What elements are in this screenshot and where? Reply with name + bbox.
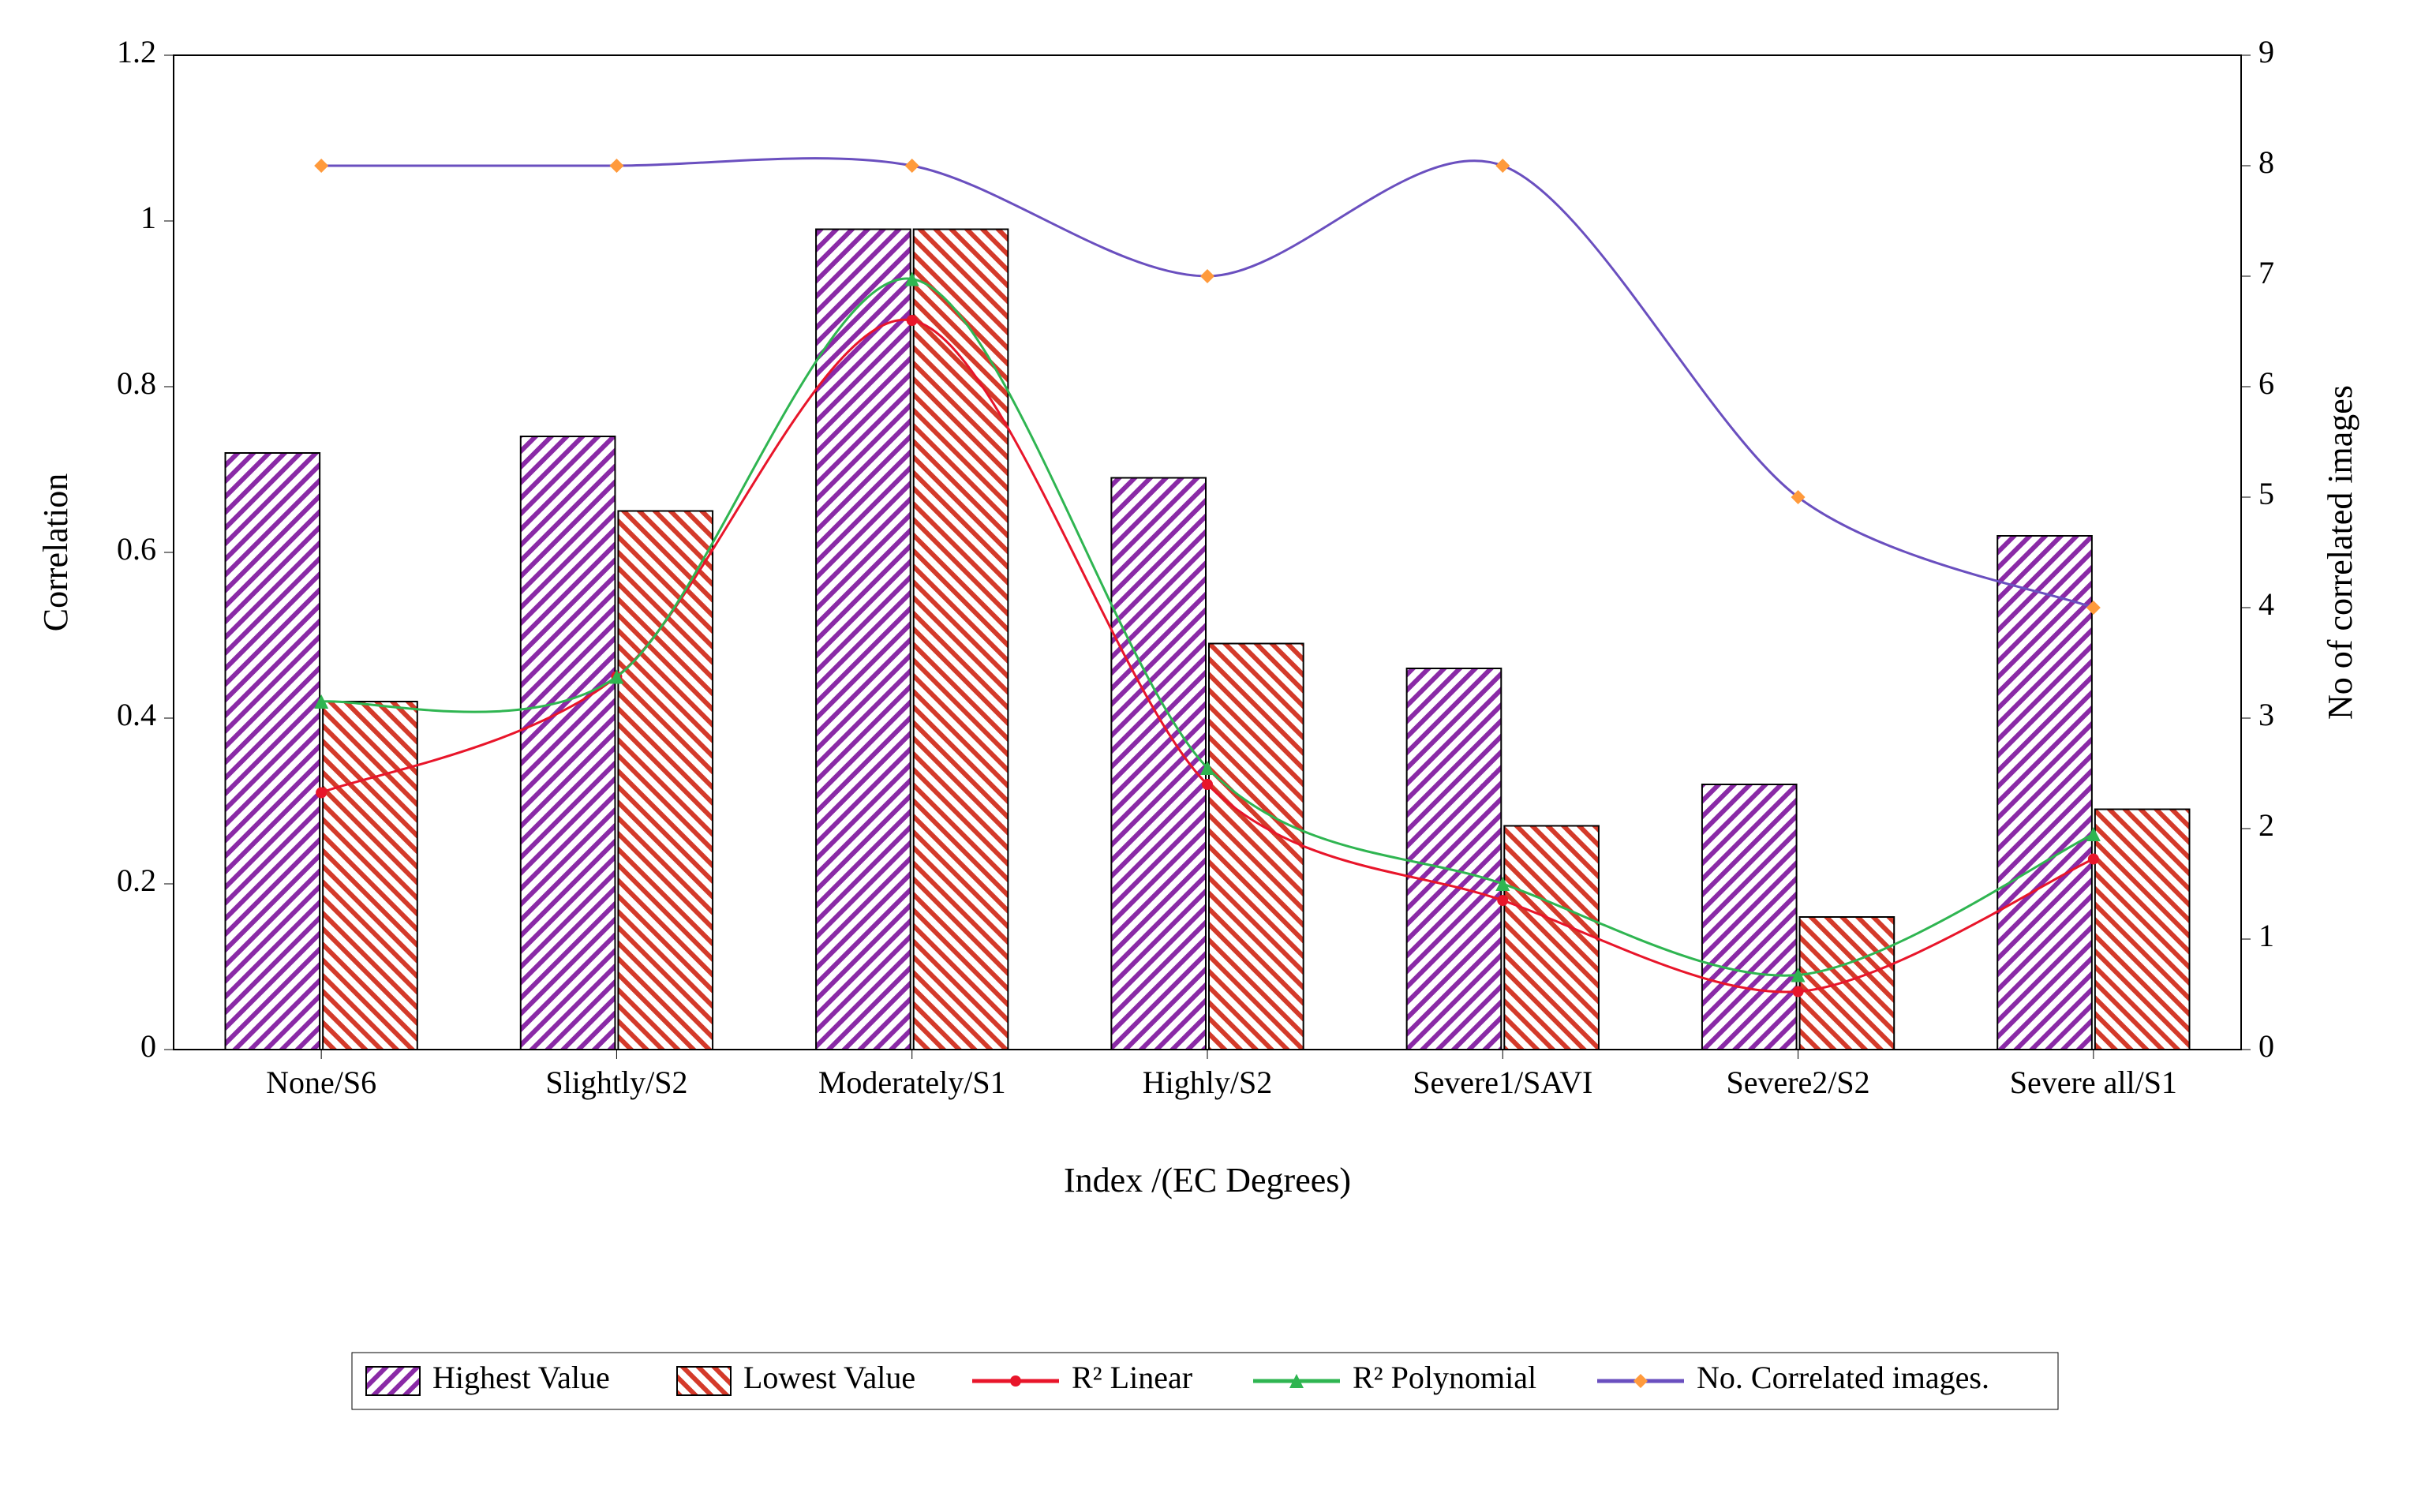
bar-lowest-value [618, 511, 713, 1050]
y-left-tick-label: 1.2 [117, 34, 156, 69]
legend-swatch [677, 1367, 731, 1395]
y-left-tick-label: 1 [140, 200, 156, 235]
bar-highest-value [1111, 478, 1206, 1050]
y-right-tick-label: 1 [2258, 918, 2274, 953]
y-right-tick-label: 9 [2258, 34, 2274, 69]
x-tick-label: Moderately/S1 [818, 1065, 1006, 1100]
marker [1497, 895, 1508, 906]
y-left-tick-label: 0.6 [117, 531, 156, 567]
legend-label: Highest Value [432, 1360, 610, 1395]
y-right-tick-label: 7 [2258, 255, 2274, 290]
bar-lowest-value [914, 230, 1009, 1050]
bar-lowest-value [2095, 810, 2190, 1050]
x-tick-label: Slightly/S2 [545, 1065, 687, 1100]
bar-lowest-value [323, 702, 417, 1050]
x-tick-label: Severe1/SAVI [1413, 1065, 1592, 1100]
legend-label: R² Linear [1072, 1360, 1192, 1395]
legend-label: Lowest Value [743, 1360, 915, 1395]
y-right-tick-label: 8 [2258, 144, 2274, 180]
y-right-tick-label: 2 [2258, 807, 2274, 843]
marker [2088, 854, 2099, 865]
y-left-axis-title: Correlation [36, 473, 75, 631]
marker [1793, 986, 1804, 997]
y-right-tick-label: 3 [2258, 697, 2274, 732]
bar-highest-value [1702, 784, 1797, 1050]
chart-container: 0 0.2 0.4 0.6 0.8 1 1.2 0 1 2 3 4 5 6 7 8 9 None/S6 Slight… [0, 0, 2410, 1512]
y-left-tick-label: 0 [140, 1028, 156, 1064]
x-tick-label: Highly/S2 [1143, 1065, 1272, 1100]
y-right-tick-label: 6 [2258, 365, 2274, 401]
legend-label: R² Polynomial [1353, 1360, 1536, 1395]
legend-swatch [366, 1367, 420, 1395]
y-right-tick-label: 0 [2258, 1028, 2274, 1064]
marker [1202, 779, 1213, 790]
x-tick-label: Severe all/S1 [2010, 1065, 2177, 1100]
y-left-tick-label: 0.2 [117, 863, 156, 898]
bar-lowest-value [1209, 644, 1304, 1050]
y-right-tick-label: 4 [2258, 586, 2274, 622]
y-right-tick-label: 5 [2258, 476, 2274, 511]
bar-lowest-value [1800, 917, 1895, 1050]
y-right-axis-title: No of correlated images [2321, 385, 2359, 720]
x-tick-label: None/S6 [266, 1065, 376, 1100]
legend-label: No. Correlated images. [1697, 1360, 1989, 1395]
x-tick-label: Severe2/S2 [1726, 1065, 1869, 1100]
chart-svg: 0 0.2 0.4 0.6 0.8 1 1.2 0 1 2 3 4 5 6 7 8 9 None/S6 Slight… [0, 0, 2410, 1512]
bar-highest-value [1997, 536, 2092, 1050]
bar-highest-value [521, 436, 616, 1050]
bar-highest-value [1407, 668, 1502, 1050]
bar-highest-value [226, 453, 320, 1050]
x-axis-title: Index /(EC Degrees) [1064, 1161, 1351, 1199]
y-left-tick-label: 0.4 [117, 697, 156, 732]
bar-highest-value [816, 230, 911, 1050]
marker [907, 315, 918, 326]
y-left-tick-label: 0.8 [117, 365, 156, 401]
bar-lowest-value [1504, 826, 1599, 1050]
marker [316, 788, 327, 799]
